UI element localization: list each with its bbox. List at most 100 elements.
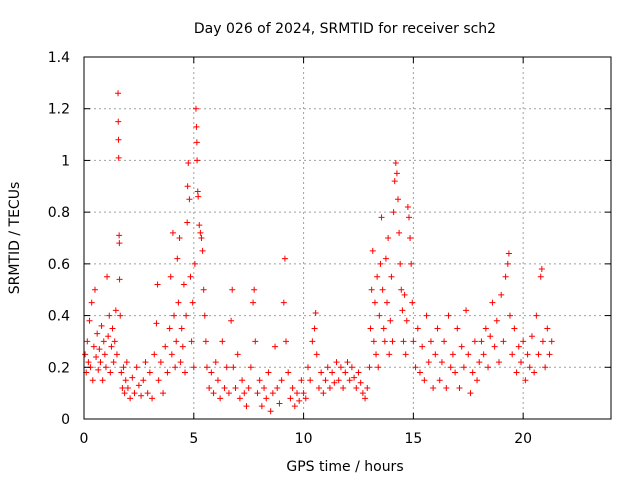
data-point (421, 377, 428, 384)
data-point (348, 364, 355, 371)
data-point (474, 377, 481, 384)
data-point (192, 105, 199, 112)
data-point (108, 343, 115, 350)
data-point (408, 260, 415, 267)
x-tick-label: 5 (189, 431, 198, 447)
data-point (381, 338, 388, 345)
y-tick-label: 1.2 (48, 102, 70, 118)
data-point (423, 312, 430, 319)
data-point (335, 377, 342, 384)
data-point (522, 377, 529, 384)
data-point (184, 183, 191, 190)
data-point (351, 374, 358, 381)
data-point (373, 351, 380, 358)
data-point (285, 369, 292, 376)
data-point (256, 377, 263, 384)
data-point (99, 377, 106, 384)
data-point (95, 366, 102, 373)
data-point (414, 325, 421, 332)
data-point (366, 364, 373, 371)
data-point (304, 364, 311, 371)
data-point (391, 178, 398, 185)
data-point (160, 390, 167, 397)
data-point (107, 369, 114, 376)
data-point (144, 390, 151, 397)
data-point (254, 390, 261, 397)
data-point (179, 343, 186, 350)
x-tick-label: 15 (404, 431, 422, 447)
data-point (164, 369, 171, 376)
data-point (175, 299, 182, 306)
data-point (178, 325, 185, 332)
data-point (469, 369, 476, 376)
data-point (320, 390, 327, 397)
data-point (478, 338, 485, 345)
data-points (82, 90, 555, 415)
data-point (505, 250, 512, 257)
data-point (149, 395, 156, 402)
data-point (116, 240, 123, 247)
data-point (225, 390, 232, 397)
data-point (251, 286, 258, 293)
data-point (432, 351, 439, 358)
data-point (171, 312, 178, 319)
data-point (182, 369, 189, 376)
x-tick-label: 10 (295, 431, 313, 447)
data-point (329, 369, 336, 376)
y-axis-label: SRMTID / TECUs (7, 182, 23, 295)
data-point (500, 338, 507, 345)
data-point (296, 397, 303, 404)
data-point (385, 235, 392, 241)
data-point (342, 369, 349, 376)
data-point (198, 235, 205, 241)
data-point (340, 384, 347, 391)
data-point (265, 369, 272, 376)
data-point (405, 214, 412, 221)
data-point (261, 384, 268, 391)
data-point (176, 235, 183, 241)
data-point (124, 384, 131, 391)
data-point (524, 351, 531, 358)
data-point (168, 351, 175, 358)
data-point (194, 188, 201, 195)
data-point (463, 307, 470, 314)
data-point (515, 343, 522, 350)
data-point (119, 384, 126, 391)
data-point (368, 286, 375, 293)
data-point (425, 359, 432, 366)
data-point (404, 203, 411, 210)
data-point (389, 338, 396, 345)
data-point (155, 377, 162, 384)
data-point (535, 351, 542, 358)
data-point (333, 359, 340, 366)
data-point (276, 400, 283, 407)
data-point (456, 384, 463, 391)
data-point (498, 291, 505, 298)
data-point (539, 338, 546, 345)
data-point (291, 403, 298, 410)
data-point (509, 351, 516, 358)
data-point (436, 377, 443, 384)
data-point (267, 408, 274, 415)
data-point (447, 364, 454, 371)
data-point (193, 139, 200, 146)
data-point (531, 369, 538, 376)
data-point (538, 266, 545, 273)
data-point (88, 299, 95, 306)
data-point (172, 364, 179, 371)
data-point (85, 359, 92, 366)
data-point (376, 312, 383, 319)
data-point (370, 338, 377, 345)
data-point (129, 374, 136, 381)
data-point (188, 338, 195, 345)
data-point (230, 364, 237, 371)
data-point (86, 317, 93, 324)
data-point (399, 307, 406, 314)
data-point (367, 325, 374, 332)
data-point (217, 395, 224, 402)
data-point (169, 229, 176, 236)
data-point (206, 384, 213, 391)
data-point (324, 364, 331, 371)
data-point (397, 260, 404, 267)
data-point (112, 307, 119, 314)
